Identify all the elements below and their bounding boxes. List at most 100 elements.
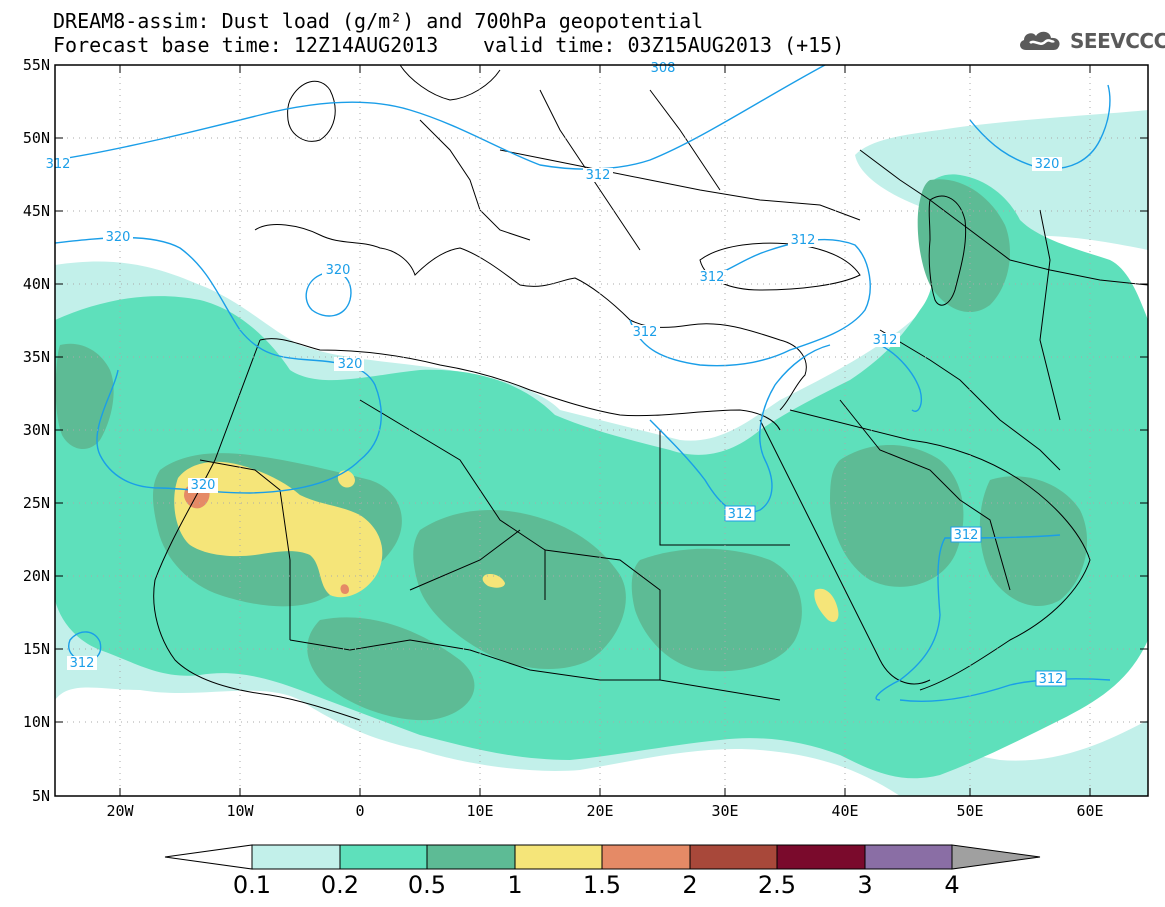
border-libya-egypt [659,430,790,546]
colorbar-label: 4 [944,871,959,899]
border-asia-1 [859,149,1148,286]
lon-label: 20W [106,802,134,820]
svg-text:312: 312 [46,157,71,172]
colorbar: 0.1 0.2 0.5 1 1.5 2 2.5 3 4 [164,844,1041,899]
svg-text:320: 320 [106,230,131,245]
coastline-west-africa [153,339,361,721]
border-europe-4 [649,89,721,191]
svg-text:312: 312 [633,325,658,340]
lat-label: 15N [23,640,50,658]
dust-level-05-sahel [307,617,475,721]
logo-text: SEEVCCC [1070,29,1165,53]
contour-320-west [55,236,382,494]
colorbar-label: 1 [507,871,522,899]
map-title: DREAM8-assim: Dust load (g/m²) and 700hP… [53,9,704,33]
colorbar-label: 2 [682,871,697,899]
contour-label-9: 312 [630,325,660,340]
base-time: Forecast base time: 12Z14AUG2013 [53,33,439,57]
lon-label: 0 [355,802,364,820]
svg-text:312: 312 [586,168,611,183]
contour-label-11: 312 [724,505,756,522]
lat-label: 30N [23,421,50,439]
colorbar-swatch [426,844,516,870]
lat-label: 5N [32,787,50,805]
border-europe-1 [419,119,531,241]
lat-label: 10N [23,713,50,731]
border-chad-sudan [544,549,661,680]
contour-label-4: 320 [334,357,364,372]
dust-level-1-east-africa [814,588,839,622]
longitude-labels: 20W 10W 0 10E 20E 30E 40E 50E 60E [106,802,1103,820]
dust-level-15-mali [340,584,349,594]
svg-text:312: 312 [700,270,725,285]
border-sahara-1 [199,459,291,640]
colorbar-label: 2.5 [758,871,796,899]
svg-text:320: 320 [338,357,363,372]
contour-label-2: 320 [103,230,133,245]
colorbar-label: 0.5 [408,871,446,899]
seevccc-logo: SEEVCCC [1016,26,1165,56]
contour-312-arabia-south [875,534,1061,701]
dust-level-05-oman [979,476,1088,606]
border-iran [879,329,1061,471]
contour-label-10: 312 [870,333,900,348]
contour-312-north [55,65,826,170]
geopotential-contours [55,65,1111,703]
dust-level-1-small-patch [482,573,505,588]
svg-text:320: 320 [326,263,351,278]
contour-312-arabian-sea [899,678,1111,703]
coastline-europe [254,224,807,411]
svg-text:312: 312 [728,507,753,522]
lat-label: 20N [23,567,50,585]
dust-level-05-caspian [917,179,1010,313]
cloud-icon [1020,31,1060,50]
contour-label-3: 320 [322,263,352,278]
valid-time: valid time: 03Z15AUG2013 (+15) [483,33,845,57]
svg-text:312: 312 [1039,672,1064,687]
colorbar-low-triangle [164,844,253,870]
lon-label: 50E [956,802,983,820]
colorbar-swatch [689,844,778,870]
axis-ticks [55,64,1148,797]
colorbar-swatch [514,844,603,870]
lon-label: 10W [226,802,254,820]
colorbar-swatch [601,844,691,870]
coastline-north-africa [259,338,781,431]
contour-label-14: 312 [1035,670,1067,687]
coastline-caspian [928,195,967,306]
lon-label: 40E [831,802,858,820]
coastline-red-sea [759,419,931,685]
contour-320-caspian [969,84,1111,170]
lat-label: 35N [23,348,50,366]
colorbar-swatch [776,844,866,870]
border-central [409,529,521,591]
contour-label-7: 312 [788,233,818,248]
dust-shading [55,110,1148,796]
colorbar-swatch [864,844,953,870]
colorbar-swatch [339,844,428,870]
contour-label-15: 312 [67,656,97,671]
border-europe-2 [499,149,861,221]
colorbar-label: 0.1 [233,871,271,899]
coastline-uk [287,80,336,142]
graticule [55,65,1148,796]
coastline-arabia [789,409,1091,691]
colorbar-label: 1.5 [583,871,621,899]
borders [153,65,1148,721]
lon-label: 60E [1076,802,1103,820]
svg-text:308: 308 [651,61,676,76]
lat-label: 45N [23,202,50,220]
dust-level-1-western-sahara [174,461,383,598]
contour-label-8: 312 [697,270,727,285]
border-asia-2 [1039,209,1061,421]
contour-312-africa [649,344,831,514]
border-arabia [839,399,1011,591]
svg-text:312: 312 [70,656,95,671]
colorbar-label: 3 [857,871,872,899]
svg-text:312: 312 [954,528,979,543]
contour-label-12: 320 [1032,157,1062,172]
dust-level-1-north-patch [337,470,355,488]
colorbar-label: 0.2 [321,871,359,899]
lon-label: 30E [711,802,738,820]
